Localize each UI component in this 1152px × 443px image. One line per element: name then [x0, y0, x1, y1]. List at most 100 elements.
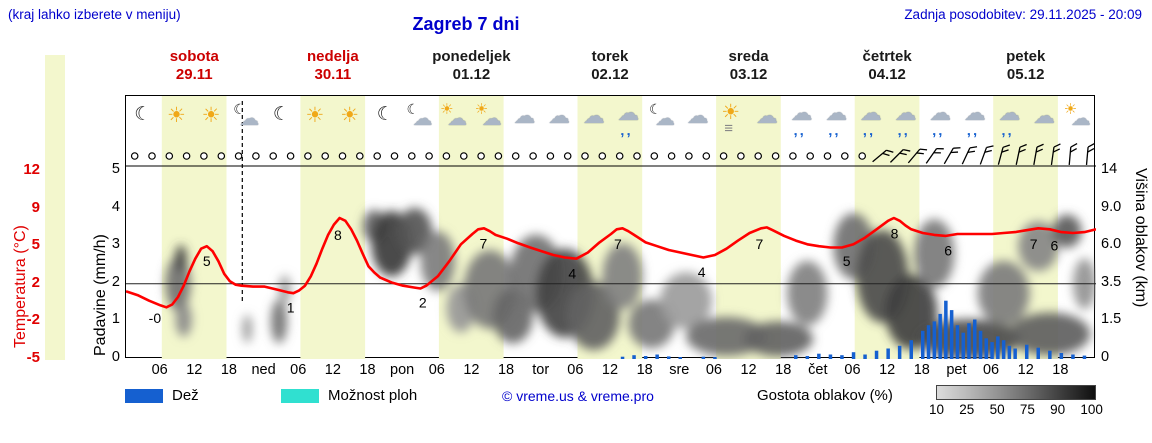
- wind-calm-symbol: [563, 152, 572, 160]
- wind-calm-symbol: [719, 152, 728, 160]
- time-tick: 12: [186, 362, 203, 378]
- wind-barb-symbol: [1015, 143, 1027, 165]
- precip-bar: [655, 354, 659, 359]
- precip-tick: 1: [111, 311, 120, 328]
- day-name: četrtek: [862, 48, 912, 65]
- time-tick: 06: [567, 362, 584, 378]
- time-tick: 06: [290, 362, 307, 378]
- precip-bar: [932, 321, 937, 359]
- precip-bar: [955, 325, 960, 359]
- time-tick: ned: [251, 362, 276, 378]
- wind-calm-symbol: [511, 152, 520, 160]
- cloud-density-scale-value: 25: [959, 402, 975, 417]
- day-name: ponedeljek: [432, 48, 511, 65]
- precip-bar: [620, 356, 625, 359]
- time-tick: pet: [946, 362, 967, 378]
- time-tick: 06: [844, 362, 861, 378]
- time-tick: sre: [669, 362, 690, 378]
- wind-calm-symbol: [477, 152, 485, 160]
- cloud-height-tick: 1.5: [1101, 311, 1122, 328]
- credit-link[interactable]: © vreme.us & vreme.pro: [502, 388, 654, 404]
- precip-bar: [984, 338, 988, 359]
- wind-barb-symbol: [979, 145, 994, 165]
- wind-barb-symbol: [1050, 143, 1061, 166]
- precip-bar: [643, 356, 648, 359]
- day-date: 01.12: [452, 66, 491, 83]
- temperature-tick: 12: [23, 161, 40, 178]
- temperature-value-label: 7: [756, 236, 764, 252]
- page-title: Zagreb 7 dni: [412, 14, 520, 34]
- precip-bar: [667, 356, 671, 359]
- cloud-blob: [420, 231, 456, 291]
- rain-legend-swatch: [125, 389, 163, 403]
- temperature-value-label: 6: [1051, 237, 1059, 253]
- precip-axis-title: Padavine (mm/h): [92, 234, 109, 356]
- wind-calm-symbol: [338, 152, 347, 160]
- cloud-density-scale-value: 10: [929, 402, 945, 417]
- time-tick: 06: [982, 362, 1000, 378]
- temperature-value-label: 5: [843, 253, 851, 269]
- day-date: 29.11: [175, 66, 213, 83]
- precip-bar: [1025, 344, 1029, 359]
- cloud-blob: [270, 299, 288, 344]
- cloud-density-gradient: [936, 385, 1096, 400]
- cloud-blob: [567, 281, 620, 350]
- shower-legend-swatch: [281, 389, 319, 403]
- time-tick: 18: [359, 362, 376, 378]
- temperature-value-label: 2: [419, 294, 427, 310]
- day-name: nedelja: [307, 48, 359, 65]
- cloud-blob: [602, 243, 643, 310]
- cloud-density-legend-label: Gostota oblakov (%): [757, 387, 893, 404]
- day-header: torek 02.12: [540, 48, 680, 84]
- wind-calm-symbol: [304, 152, 312, 160]
- cloud-height-tick: 3.5: [1101, 273, 1122, 290]
- precip-bar: [990, 342, 994, 359]
- temperature-tick: 5: [31, 236, 40, 254]
- wind-calm-symbol: [667, 152, 676, 160]
- wind-calm-symbol: [581, 152, 589, 160]
- day-name: sreda: [728, 48, 769, 65]
- temperature-value-label: -0: [149, 310, 162, 326]
- time-tick: 12: [463, 362, 480, 378]
- daylight-band: [161, 96, 227, 359]
- precip-bar: [794, 355, 798, 359]
- temperature-value-label: 7: [614, 236, 622, 252]
- temperature-value-label: 1: [287, 300, 295, 316]
- wind-barb-symbol: [907, 148, 928, 164]
- day-date: 30.11: [314, 66, 352, 83]
- cloud-density-scale-value: 90: [1050, 402, 1066, 417]
- precip-bar: [1007, 345, 1012, 359]
- temperature-tick: -5: [26, 349, 40, 366]
- cloud-blob: [175, 244, 187, 272]
- wind-calm-symbol: [269, 152, 278, 160]
- wind-calm-symbol: [702, 152, 711, 160]
- temperature-tick: -2: [26, 311, 40, 329]
- cloud-blob: [787, 260, 828, 326]
- day-date: 05.12: [1006, 66, 1045, 83]
- wind-calm-symbol: [200, 152, 208, 160]
- day-date: 04.12: [868, 66, 906, 83]
- day-header: četrtek 04.12: [817, 48, 957, 84]
- precip-bar: [713, 357, 717, 359]
- rain-legend-label: Dež: [172, 387, 199, 404]
- precip-bar: [1048, 350, 1052, 359]
- wind-calm-symbol: [321, 152, 330, 160]
- time-tick: 06: [705, 362, 722, 378]
- cloud-blob: [660, 272, 713, 329]
- wind-calm-symbol: [182, 152, 191, 160]
- cloud-height-tick: 14: [1101, 161, 1118, 177]
- temperature-value-label: 6: [944, 243, 952, 259]
- wind-calm-symbol: [425, 152, 433, 160]
- wind-calm-symbol: [685, 152, 693, 160]
- wind-barb-symbol: [961, 146, 978, 165]
- wind-calm-symbol: [615, 152, 624, 160]
- time-tick: 12: [601, 362, 619, 378]
- wind-barb-symbol: [889, 148, 911, 163]
- day-header: sreda 03.12: [679, 48, 819, 84]
- wind-calm-symbol: [373, 152, 382, 160]
- cloud-blob: [175, 302, 192, 337]
- temperature-value-label: 4: [568, 265, 576, 281]
- precip-bar: [817, 353, 821, 359]
- precip-bar: [1082, 355, 1087, 359]
- precip-bar: [921, 330, 925, 359]
